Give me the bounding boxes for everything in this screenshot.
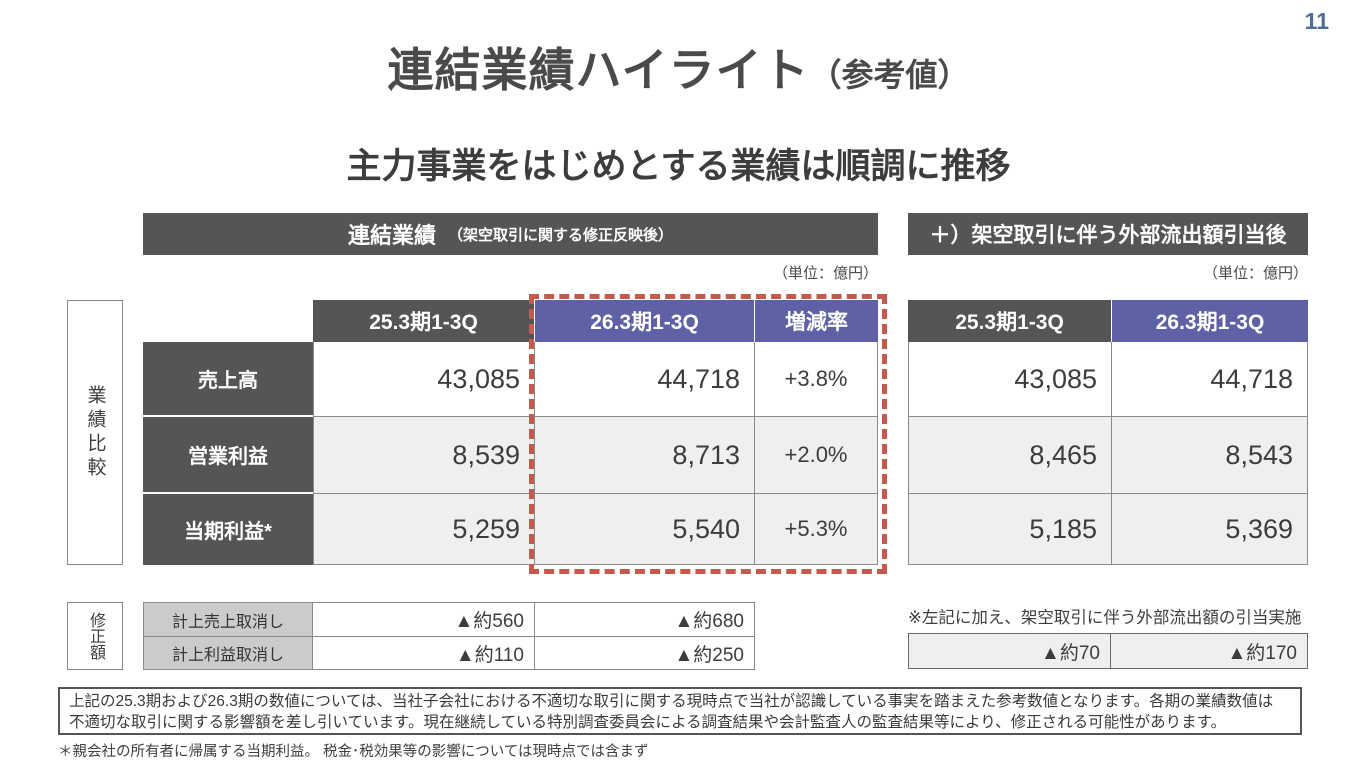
adj-label-profit-cancel: 計上利益取消し	[143, 636, 313, 670]
page-title: 連結業績ハイライト（参考値）	[0, 34, 1357, 100]
profit-cancel-curr: ▲約250	[535, 636, 755, 670]
right-revenue-prev: 43,085	[908, 342, 1112, 417]
right-net-profit-curr: 5,369	[1112, 494, 1308, 565]
revenue-curr: 44,718	[535, 342, 755, 417]
left-table-header: 連結業績 （架空取引に関する修正反映後）	[143, 213, 878, 255]
revenue-change: +3.8%	[755, 342, 878, 417]
disclaimer-line-1: 上記の25.3期および26.3期の数値については、当社子会社における不適切な取引…	[69, 693, 1274, 710]
table-row: 8,465 8,543	[908, 417, 1308, 494]
left-unit-label: （単位：億円）	[772, 265, 878, 282]
row-label-revenue: 売上高	[143, 342, 313, 417]
right-col-prev-period: 25.3期1-3Q	[908, 300, 1112, 342]
subtitle: 主力事業をはじめとする業績は順調に推移	[346, 147, 1011, 186]
right-table-header-row: 25.3期1-3Q 26.3期1-3Q	[908, 300, 1308, 342]
operating-profit-change: +2.0%	[755, 417, 878, 494]
table-row: 売上高 43,085 44,718 +3.8%	[143, 342, 878, 417]
sales-cancel-prev: ▲約560	[313, 602, 535, 636]
provision-note: ※左記に加え、架空取引に伴う外部流出額の引当実施	[908, 609, 1302, 627]
right-operating-profit-curr: 8,543	[1112, 417, 1308, 494]
left-table-header-row: 25.3期1-3Q 26.3期1-3Q 増減率	[143, 300, 878, 342]
right-unit-label: （単位：億円）	[1202, 265, 1308, 282]
net-profit-curr: 5,540	[535, 494, 755, 565]
provision-table: ▲約70 ▲約170	[908, 633, 1308, 669]
row-label-operating-profit: 営業利益	[143, 417, 313, 494]
left-table-title: 連結業績	[347, 223, 436, 248]
left-col-curr-period: 26.3期1-3Q	[535, 300, 755, 342]
title-main: 連結業績ハイライト	[387, 44, 810, 96]
left-table: 25.3期1-3Q 26.3期1-3Q 増減率 売上高 43,085 44,71…	[143, 300, 878, 565]
sales-cancel-curr: ▲約680	[535, 602, 755, 636]
left-table-title-note: （架空取引に関する修正反映後）	[448, 226, 674, 244]
table-row: 計上売上取消し ▲約560 ▲約680	[143, 602, 755, 636]
left-col-prev-period: 25.3期1-3Q	[313, 300, 535, 342]
left-header-spacer	[143, 300, 313, 342]
provision-prev: ▲約70	[908, 633, 1110, 669]
disclaimer-line-2: 不適切な取引に関する影響額を差し引いています。現在継続している特別調査委員会によ…	[69, 714, 1227, 731]
right-revenue-curr: 44,718	[1112, 342, 1308, 417]
right-col-curr-period: 26.3期1-3Q	[1112, 300, 1308, 342]
footnote: ＊親会社の所有者に帰属する当期利益。 税金･税効果等の影響については現時点では含…	[58, 744, 649, 760]
operating-profit-curr: 8,713	[535, 417, 755, 494]
row-label-net-profit: 当期利益*	[143, 494, 313, 565]
left-col-change: 増減率	[755, 300, 878, 342]
provision-curr: ▲約170	[1110, 633, 1308, 669]
right-net-profit-prev: 5,185	[908, 494, 1112, 565]
adjustments-table: 計上売上取消し ▲約560 ▲約680 計上利益取消し ▲約110 ▲約250	[143, 602, 755, 670]
adj-label-sales-cancel: 計上売上取消し	[143, 602, 313, 636]
revenue-prev: 43,085	[313, 342, 535, 417]
table-row: 営業利益 8,539 8,713 +2.0%	[143, 417, 878, 494]
net-profit-prev: 5,259	[313, 494, 535, 565]
disclaimer-box: 上記の25.3期および26.3期の数値については、当社子会社における不適切な取引…	[58, 687, 1302, 735]
page-number: 11	[1304, 8, 1329, 34]
right-table-header: ＋）架空取引に伴う外部流出額引当後	[908, 213, 1308, 255]
right-table: 25.3期1-3Q 26.3期1-3Q 43,085 44,718 8,465 …	[908, 300, 1308, 565]
right-operating-profit-prev: 8,465	[908, 417, 1112, 494]
table-row: 計上利益取消し ▲約110 ▲約250	[143, 636, 755, 670]
title-suffix: （参考値）	[809, 57, 970, 93]
side-label-comparison: 業績比較	[67, 300, 123, 565]
table-row: 当期利益* 5,259 5,540 +5.3%	[143, 494, 878, 565]
operating-profit-prev: 8,539	[313, 417, 535, 494]
profit-cancel-prev: ▲約110	[313, 636, 535, 670]
side-label-adjustments: 修正額	[67, 602, 123, 670]
table-row: 5,185 5,369	[908, 494, 1308, 565]
net-profit-change: +5.3%	[755, 494, 878, 565]
table-row: 43,085 44,718	[908, 342, 1308, 417]
